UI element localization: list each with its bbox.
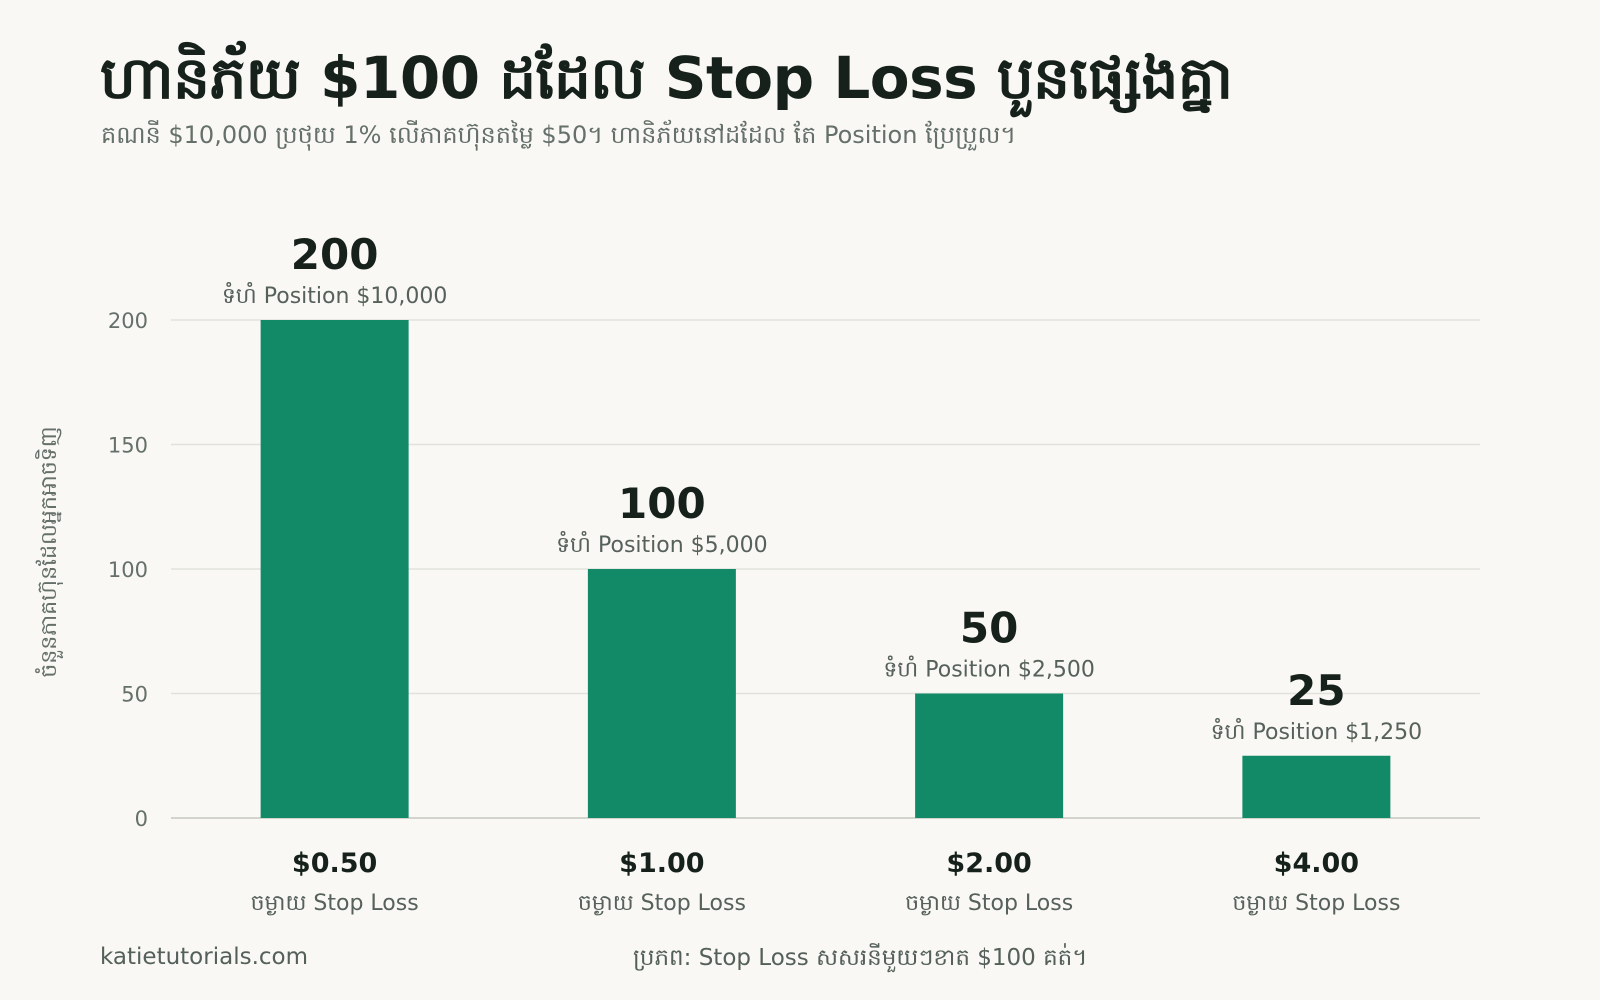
bar-value-label: 100 <box>618 479 706 528</box>
y-axis-ticks: 0 50 100 150 200 <box>108 309 148 831</box>
y-tick-label: 100 <box>108 558 148 582</box>
bar-position-annotation: ទំហំ Position $2,500 <box>883 656 1095 683</box>
bar <box>260 320 409 818</box>
y-axis-title: ចំនួនភាគហ៊ុនដែលអ្នកអាចទិញ <box>35 426 63 677</box>
chart-title: ហានិភ័យ $100 ដដែល Stop Loss បួនផ្សេងគ្នា <box>100 44 1233 112</box>
x-axis-labels: $0.50 ចម្ងាយ Stop Loss $1.00 ចម្ងាយ Stop Lo… <box>251 848 1401 916</box>
x-category-label: $2.00 <box>946 848 1031 879</box>
bar-position-annotation: ទំហំ Position $1,250 <box>1211 718 1423 745</box>
bar-position-annotation: ទំហំ Position $5,000 <box>556 531 768 558</box>
bar-labels: 200 ទំហំ Position $10,000 100 ទំហំ Position… <box>222 230 1422 745</box>
x-category-sublabel: ចម្ងាយ Stop Loss <box>251 891 419 916</box>
y-tick-label: 0 <box>135 807 148 831</box>
bar-position-annotation: ទំហំ Position $10,000 <box>222 282 448 309</box>
y-tick-label: 200 <box>108 309 148 333</box>
bar-value-label: 50 <box>960 604 1018 653</box>
x-category-sublabel: ចម្ងាយ Stop Loss <box>905 891 1073 916</box>
y-tick-label: 150 <box>108 434 148 458</box>
y-tick-label: 50 <box>121 683 148 707</box>
bar <box>915 693 1064 818</box>
bar-series <box>260 320 1391 818</box>
footer-brand: katietutorials.com <box>100 944 308 970</box>
x-category-sublabel: ចម្ងាយ Stop Loss <box>1232 891 1400 916</box>
bar-value-label: 25 <box>1287 666 1345 715</box>
footer-source-note: ប្រភព: Stop Loss សសរនីមួយៗខាត $100 គត់។ <box>633 945 1088 971</box>
x-category-label: $0.50 <box>292 848 377 879</box>
x-category-label: $1.00 <box>619 848 704 879</box>
x-category-sublabel: ចម្ងាយ Stop Loss <box>578 891 746 916</box>
bar <box>1242 755 1391 818</box>
bar-value-label: 200 <box>291 230 379 279</box>
chart-subtitle: គណនី $10,000 ប្រថុយ 1% លើភាគហ៊ុនតម្លៃ $5… <box>101 121 1017 149</box>
x-category-label: $4.00 <box>1274 848 1359 879</box>
bar <box>587 569 736 818</box>
